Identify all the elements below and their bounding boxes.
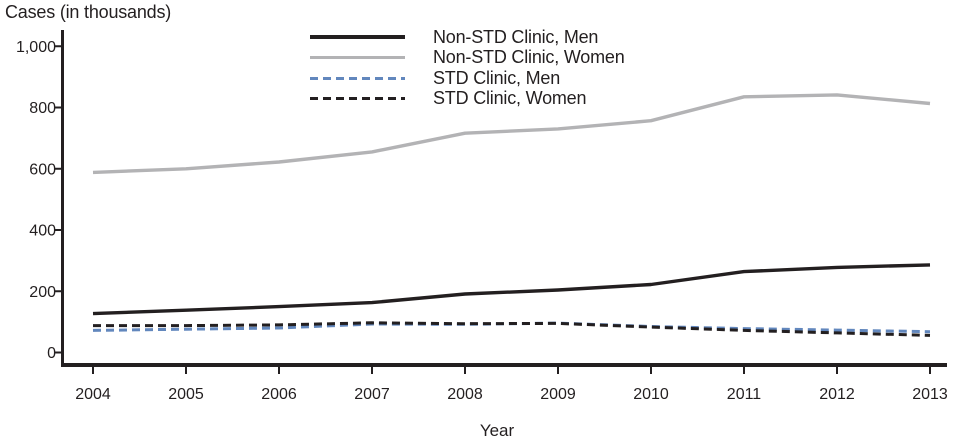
x-axis-tick-label: 2013: [912, 386, 948, 403]
x-axis-tick-label: 2004: [75, 386, 111, 403]
y-axis-tick-label: 800: [29, 100, 56, 117]
legend-label: STD Clinic, Men: [433, 67, 561, 88]
legend-item-std-clinic-men: STD Clinic, Men: [310, 68, 625, 89]
legend-item-non-std-clinic-women: Non-STD Clinic, Women: [310, 47, 625, 69]
x-axis-tick-label: 2009: [540, 386, 576, 403]
legend-swatch-dashed-blue: [310, 76, 405, 80]
legend-swatch-solid-gray: [310, 56, 405, 60]
y-axis-title: Cases (in thousands): [5, 2, 172, 22]
series-line-non-std-clinic-men: [92, 263, 931, 316]
legend-label: Non-STD Clinic, Men: [433, 26, 599, 47]
x-axis-tick-label: 2006: [261, 386, 297, 403]
x-axis-tick-label: 2005: [168, 386, 204, 403]
legend-label: STD Clinic, Women: [433, 88, 587, 109]
legend-swatch-solid-black: [310, 35, 405, 40]
x-axis-tick-label: 2008: [447, 386, 483, 403]
y-axis-tick-label: 0: [47, 345, 56, 362]
y-axis-tick-label: 200: [29, 284, 56, 301]
legend-label: Non-STD Clinic, Women: [433, 47, 625, 68]
legend-swatch-dashed-black: [310, 97, 405, 101]
legend: Non-STD Clinic, Men Non-STD Clinic, Wome…: [310, 27, 625, 109]
series-line-non-std-clinic-women: [92, 93, 931, 175]
x-axis-title: Year: [480, 421, 515, 440]
series-line-std-clinic-women: [93, 321, 931, 337]
x-axis-tick-label: 2010: [633, 386, 669, 403]
legend-item-non-std-clinic-men: Non-STD Clinic, Men: [310, 27, 625, 48]
y-axis-tick-label: 1,000: [16, 39, 56, 56]
y-axis-tick-label: 400: [29, 223, 56, 240]
x-axis-tick-label: 2011: [727, 386, 762, 403]
legend-item-std-clinic-women: STD Clinic, Women: [310, 88, 625, 110]
x-axis-tick-label: 2012: [819, 386, 855, 403]
y-axis-tick-label: 600: [29, 161, 56, 178]
x-axis-tick-label: 2007: [354, 386, 390, 403]
